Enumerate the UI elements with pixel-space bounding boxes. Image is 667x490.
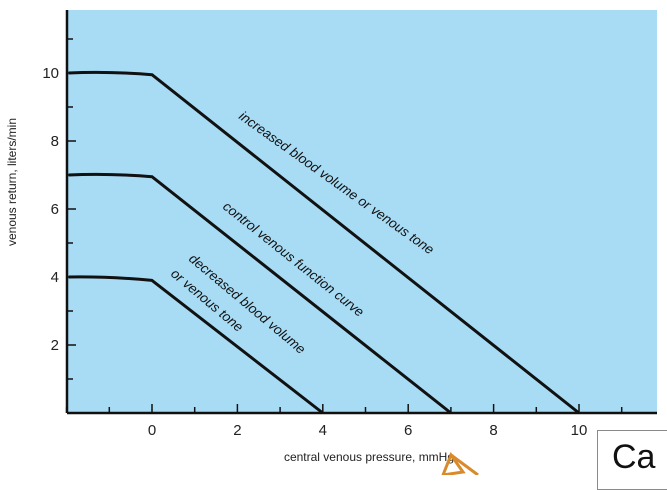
y-tick-label: 10 — [42, 65, 59, 82]
x-axis-title: central venous pressure, mmHg — [284, 450, 454, 464]
y-tick-label: 2 — [51, 337, 59, 354]
x-tick-label: 6 — [404, 422, 412, 439]
x-tick-label: 0 — [148, 422, 156, 439]
series-line-2 — [68, 172, 452, 415]
x-tick-label: 4 — [319, 422, 327, 439]
plot-area — [67, 10, 657, 413]
y-axis-title: venous return, liters/min — [5, 118, 19, 246]
curves-group — [68, 70, 580, 415]
axes-group — [65, 10, 657, 415]
pointer-arrow-icon — [441, 451, 479, 475]
x-tick-label: 10 — [571, 422, 588, 439]
series-line-3 — [68, 275, 324, 415]
y-tick-label: 4 — [51, 269, 59, 286]
series-line-1 — [68, 70, 580, 415]
y-tick-label: 8 — [51, 133, 59, 150]
y-tick-label: 6 — [51, 201, 59, 218]
x-tick-label: 2 — [233, 422, 241, 439]
partial-overlay-text: Ca — [612, 438, 656, 476]
x-tick-label: 8 — [489, 422, 497, 439]
ticks-group: 0 2 4 6 8 10 2 4 6 8 10 — [42, 38, 623, 439]
